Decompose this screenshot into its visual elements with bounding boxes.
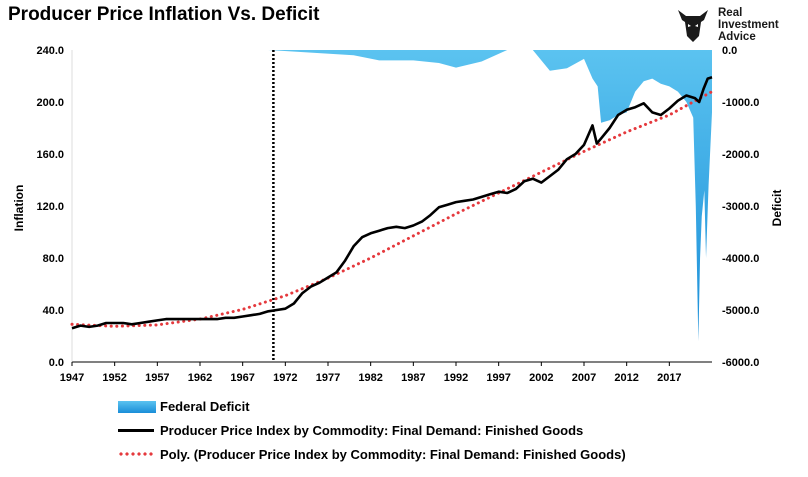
- y-tick-left: 80.0: [43, 253, 64, 265]
- ppi-line: [71, 76, 713, 330]
- x-tick-label: 1987: [401, 372, 425, 384]
- x-tick-label: 1962: [188, 372, 212, 384]
- legend-swatch-trend: [118, 447, 156, 461]
- legend-swatch-ppi: [118, 423, 156, 437]
- x-tick-label: 1952: [102, 372, 126, 384]
- federal-deficit-area: [72, 50, 712, 342]
- y-tick-right: -3000.0: [722, 201, 759, 213]
- legend-item-trend: Poly. (Producer Price Index by Commodity…: [118, 442, 626, 466]
- legend-label-deficit: Federal Deficit: [160, 398, 250, 414]
- trend-line: [70, 90, 714, 328]
- x-tick-label: 2002: [529, 372, 553, 384]
- brand-logo: Real Investment Advice: [674, 6, 794, 46]
- y-axis-title-right: Deficit: [770, 190, 784, 227]
- x-tick-label: 1972: [273, 372, 297, 384]
- y-tick-right: -2000.0: [722, 149, 759, 161]
- y-tick-left: 240.0: [36, 45, 64, 57]
- legend-item-deficit: Federal Deficit: [118, 394, 626, 418]
- x-tick-label: 1997: [486, 372, 510, 384]
- y-tick-right: -5000.0: [722, 305, 759, 317]
- legend: Federal Deficit Producer Price Index by …: [118, 394, 626, 466]
- chart-title: Producer Price Inflation Vs. Deficit: [8, 4, 320, 25]
- brand-line-2: Investment: [718, 19, 779, 31]
- y-tick-left: 200.0: [36, 97, 64, 109]
- y-axis-title-left: Inflation: [12, 185, 26, 232]
- bull-head-logo-icon: [678, 10, 708, 42]
- x-tick-label: 1992: [444, 372, 468, 384]
- x-tick-label: 1957: [145, 372, 169, 384]
- y-tick-left: 160.0: [36, 149, 64, 161]
- y-tick-right: -4000.0: [722, 253, 759, 265]
- brand-line-1: Real: [718, 7, 743, 19]
- y-tick-left: 0.0: [49, 357, 64, 369]
- y-tick-left: 40.0: [43, 305, 64, 317]
- legend-label-trend: Poly. (Producer Price Index by Commodity…: [160, 446, 626, 462]
- x-tick-label: 1982: [358, 372, 382, 384]
- y-tick-right: -6000.0: [722, 357, 759, 369]
- x-tick-label: 2007: [572, 372, 596, 384]
- y-tick-left: 120.0: [36, 201, 64, 213]
- x-tick-label: 1977: [316, 372, 340, 384]
- legend-swatch-deficit: [118, 400, 156, 413]
- y-tick-right: -1000.0: [722, 97, 759, 109]
- legend-label-ppi: Producer Price Index by Commodity: Final…: [160, 422, 584, 438]
- x-tick-label: 1947: [60, 372, 84, 384]
- brand-line-3: Advice: [718, 31, 756, 43]
- x-tick-label: 2012: [614, 372, 638, 384]
- y-tick-right: 0.0: [722, 45, 737, 57]
- x-tick-label: 1967: [230, 372, 254, 384]
- x-tick-label: 2017: [657, 372, 681, 384]
- legend-item-ppi: Producer Price Index by Commodity: Final…: [118, 418, 626, 442]
